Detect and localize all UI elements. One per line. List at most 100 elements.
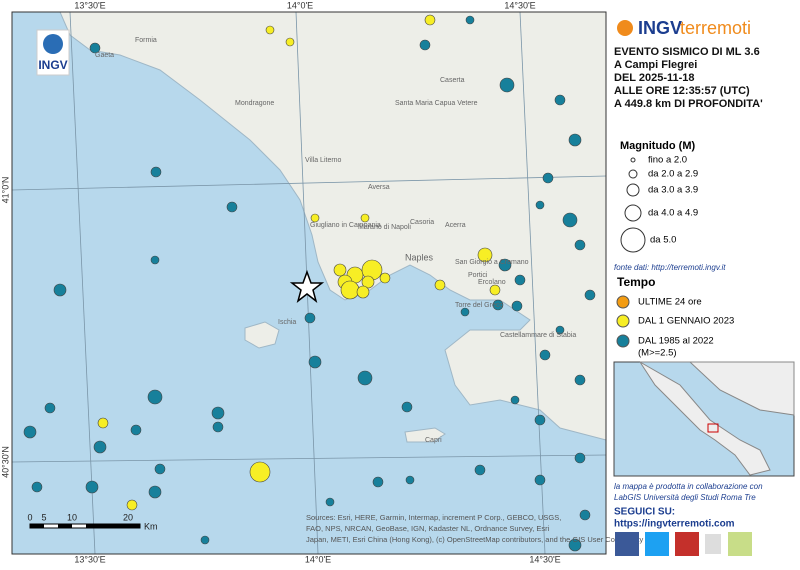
scale-label: 10 [67,512,77,522]
attribution-line: FAO, NPS, NRCAN, GeoBase, IGN, Kadaster … [306,524,550,533]
place-label: Aversa [368,184,390,191]
event-dot [23,425,37,439]
event-dot [539,349,551,361]
attribution-line: Sources: Esri, HERE, Garmin, Intermap, i… [306,513,561,522]
event-dot [535,200,545,210]
event-dot [499,77,515,93]
land [59,11,607,441]
event-line: A 449.8 km DI PROFONDITA' [614,98,763,110]
place-label: Casoria [410,219,434,226]
event-dot [212,421,224,433]
event-dot [211,406,225,420]
map-frame [11,11,607,555]
coord-label: 14°0'E [287,0,313,10]
follow-url: https://ingvterremoti.com [614,519,735,530]
event-line: A Campi Flegrei [614,59,697,71]
social-icons [615,532,752,556]
event-dot [460,307,470,317]
event-dot [148,485,162,499]
event-dot [357,370,373,386]
event-dot [285,37,295,47]
magnitude-symbol [630,157,636,163]
place-label: Ercolano [478,279,506,286]
event-dot [360,213,370,223]
inset-box [707,423,719,433]
credits: LabGIS Università degli Studi Roma Tre [614,493,756,502]
event-dot [304,312,316,324]
magnitude-label: da 4.0 a 4.9 [648,208,698,219]
event-dot [568,133,582,147]
time-label: DAL 1 GENNAIO 2023 [638,316,734,327]
magnitude-label: fino a 2.0 [648,155,687,166]
inset-land [639,361,795,476]
place-label: Portici [468,272,488,279]
island [404,427,446,443]
event-dot [434,279,446,291]
magnitude-symbol [624,204,642,222]
coord-label: 13°30'E [74,554,105,564]
scale-label: 0 [27,512,32,522]
event-dot [574,239,586,251]
place-label: Santa Maria Capua Vetere [395,100,478,107]
event-dot [474,464,486,476]
island [244,321,280,349]
event-dot [361,275,375,289]
event-dot [97,417,109,429]
place-label: San Giorgio a Cremano [455,259,529,266]
magnitude-label: da 5.0 [650,235,676,246]
place-label: Formia [135,37,157,44]
place-label: Ischia [278,319,296,326]
attribution: Sources: Esri, HERE, Garmin, Intermap, i… [306,513,643,544]
event-dot [574,374,586,386]
event-line: DEL 2025-11-18 [614,72,695,84]
event-dot [492,299,504,311]
time-symbol [616,334,630,348]
event-dot [568,538,582,552]
event-dot [401,401,413,413]
event-dot [249,461,271,483]
event-dot [554,94,566,106]
event-dot [534,474,546,486]
brand-icon [617,20,633,36]
scale-bar [29,523,141,529]
magnitude-symbol [620,227,646,253]
event-dot [147,389,163,405]
place-label: Torre del Greco [455,302,503,309]
event-dot [150,166,162,178]
event-dot [308,355,322,369]
place-label: Giugliano in Campania [310,222,381,229]
event-line: ALLE ORE 12:35:57 (UTC) [614,85,750,97]
event-dot [89,42,101,54]
coord-label: 40°30'N [0,446,10,478]
place-label: Gaeta [95,52,114,59]
logo-globe [43,34,63,54]
event-dot [534,414,546,426]
time-label: ULTIME 24 ore [638,297,702,308]
event-dot [424,14,436,26]
event-dot [31,481,43,493]
event-dot [150,255,160,265]
event-dot [44,402,56,414]
event-dot [514,274,526,286]
brand: INGV [638,18,682,38]
place-label: Capri [425,437,442,444]
place-label: Acerra [445,222,466,229]
event-line: EVENTO SISMICO DI ML 3.6 [614,46,760,58]
event-dot [465,15,475,25]
magnitude-symbol [626,183,640,197]
event-dot [372,476,384,488]
event-dot [53,283,67,297]
source: fonte dati: http://terremoti.ingv.it [614,263,726,272]
event-dot [542,172,554,184]
event-dot [265,25,275,35]
coord-label: 14°0'E [305,554,331,564]
magnitude-label: da 3.0 a 3.9 [648,185,698,196]
place-label: Caserta [440,77,465,84]
magnitude-symbol [628,169,638,179]
event-dot [226,201,238,213]
time-symbol [616,314,630,328]
coord-label: 14°30'E [529,554,560,564]
place-label: Naples [405,252,434,262]
event-dot [511,300,523,312]
